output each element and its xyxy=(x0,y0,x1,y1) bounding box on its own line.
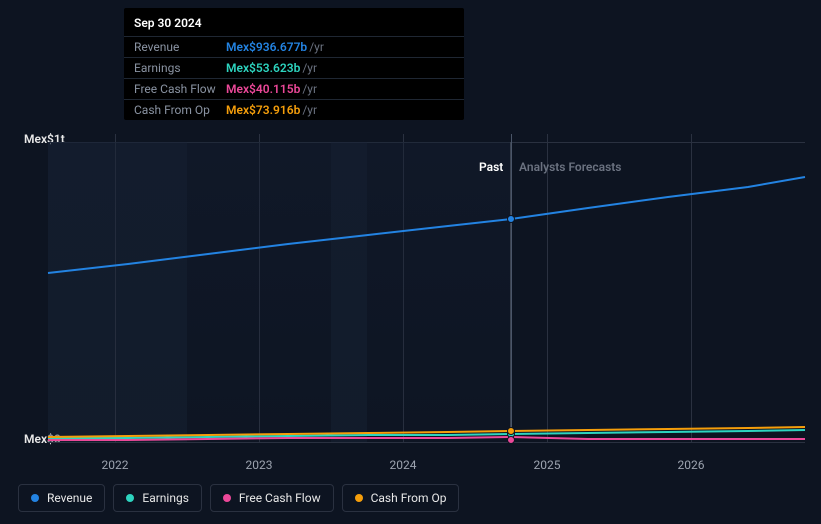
tooltip-row-value: Mex$53.623b xyxy=(226,61,300,75)
tooltip-row-unit: /yr xyxy=(302,82,317,96)
legend-item[interactable]: Earnings xyxy=(113,484,202,512)
x-axis-tick: 2022 xyxy=(102,458,129,472)
tooltip-row-value: Mex$73.916b xyxy=(226,103,300,117)
tooltip-row-value: Mex$40.115b xyxy=(226,82,300,96)
marker-revenue xyxy=(507,215,515,223)
legend-item[interactable]: Cash From Op xyxy=(342,484,460,512)
chart-lines xyxy=(48,142,805,442)
tooltip-row-unit: /yr xyxy=(302,61,317,75)
x-axis-tick: 2024 xyxy=(390,458,417,472)
legend-dot-icon xyxy=(223,494,231,502)
tooltip: Sep 30 2024 RevenueMex$936.677b /yrEarni… xyxy=(124,8,464,120)
x-axis-tick: 2023 xyxy=(246,458,273,472)
legend-dot-icon xyxy=(31,494,39,502)
series-line-earnings xyxy=(48,430,805,438)
grid-line xyxy=(48,442,805,443)
x-axis-tick: 2025 xyxy=(534,458,561,472)
tooltip-row-label: Free Cash Flow xyxy=(134,82,226,96)
series-line-revenue xyxy=(48,177,805,273)
x-axis-tick: 2026 xyxy=(678,458,705,472)
tooltip-row-label: Revenue xyxy=(134,40,226,54)
tooltip-row: RevenueMex$936.677b /yr xyxy=(124,36,464,57)
tooltip-row: Free Cash FlowMex$40.115b /yr xyxy=(124,78,464,99)
legend-dot-icon xyxy=(126,494,134,502)
legend-label: Earnings xyxy=(142,491,189,505)
tooltip-row-value: Mex$936.677b xyxy=(226,40,307,54)
tooltip-row: Cash From OpMex$73.916b /yr xyxy=(124,99,464,120)
tooltip-row: EarningsMex$53.623b /yr xyxy=(124,57,464,78)
marker-cfo xyxy=(507,427,515,435)
tooltip-row-label: Cash From Op xyxy=(134,103,226,117)
legend: Revenue Earnings Free Cash Flow Cash From O… xyxy=(18,484,459,512)
legend-dot-icon xyxy=(355,494,363,502)
legend-item[interactable]: Free Cash Flow xyxy=(210,484,334,512)
tooltip-row-unit: /yr xyxy=(302,103,317,117)
legend-label: Free Cash Flow xyxy=(239,491,321,505)
plot-area[interactable]: Past Analysts Forecasts 2022202320242025… xyxy=(48,142,805,442)
marker-fcf xyxy=(507,436,515,444)
legend-label: Revenue xyxy=(47,491,92,505)
tooltip-row-label: Earnings xyxy=(134,61,226,75)
tooltip-title: Sep 30 2024 xyxy=(124,14,464,36)
legend-item[interactable]: Revenue xyxy=(18,484,105,512)
tooltip-row-unit: /yr xyxy=(309,40,324,54)
legend-label: Cash From Op xyxy=(371,491,447,505)
